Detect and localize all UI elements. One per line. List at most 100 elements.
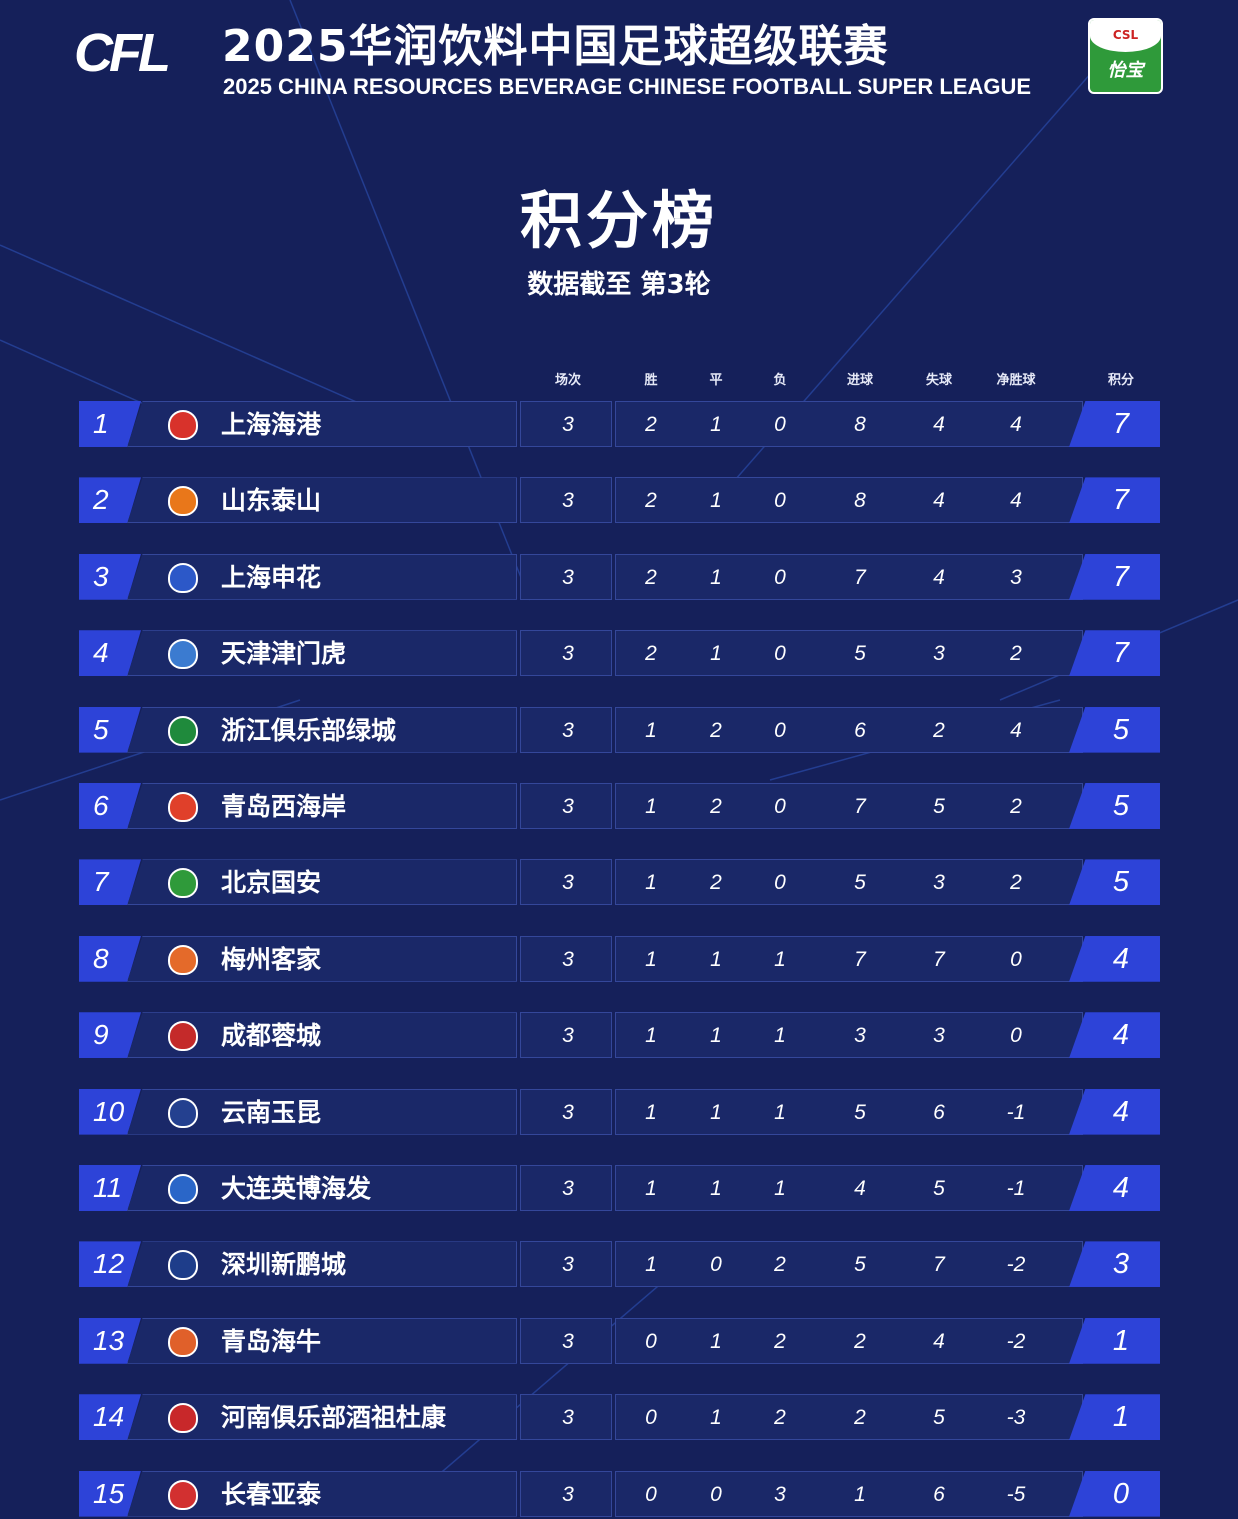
team-name: 深圳新鹏城 <box>221 1250 347 1280</box>
stat-ga: 4 <box>933 1329 945 1353</box>
stat-w: 1 <box>645 1024 657 1048</box>
points: 4 <box>1112 1095 1130 1128</box>
stat-gd: -3 <box>1006 1406 1026 1430</box>
table-row: 10 云南玉昆 3 1 1 1 5 6 -1 4 <box>0 1088 1238 1135</box>
team-name: 大连英博海发 <box>221 1174 372 1203</box>
points-cell <box>1069 706 1160 753</box>
team-crest-icon <box>168 639 198 670</box>
stat-d: 2 <box>710 795 722 818</box>
stats-cell <box>615 553 1083 600</box>
table-row: 8 梅州客家 3 1 1 1 7 7 0 4 <box>0 935 1238 982</box>
column-header: 积分 <box>1107 373 1135 388</box>
stats-cell <box>615 706 1083 753</box>
stat-gd: 2 <box>1010 642 1022 666</box>
stat-w: 1 <box>645 1100 657 1124</box>
stat-gf: 8 <box>854 489 866 513</box>
played-cell <box>520 1317 612 1364</box>
rank: 12 <box>79 1241 141 1288</box>
points-cell <box>1069 1317 1160 1364</box>
data-as-of: 数据截至 第3轮 <box>527 270 711 300</box>
stats-cell <box>615 630 1083 677</box>
played-cell <box>520 477 612 524</box>
stat-w: 1 <box>645 1253 657 1277</box>
stat-ga: 5 <box>933 795 945 818</box>
stat-gf: 3 <box>854 1024 866 1048</box>
stat-gd: 2 <box>1010 871 1022 895</box>
stat-gf: 5 <box>854 871 866 895</box>
stat-l: 0 <box>774 413 786 436</box>
stat-d: 0 <box>710 1253 722 1277</box>
stat-gf: 5 <box>854 1253 866 1277</box>
team-cell: 河南俱乐部酒祖杜康 <box>127 1394 517 1441</box>
stats-cell <box>615 783 1083 829</box>
league-title-en: 2025 CHINA RESOURCES BEVERAGE CHINESE FO… <box>223 74 1032 99</box>
team-name: 浙江俱乐部绿城 <box>221 715 397 745</box>
stat-l: 1 <box>774 947 786 971</box>
stat-ga: 3 <box>933 1024 945 1048</box>
stats-cell <box>615 1012 1083 1059</box>
points: 5 <box>1112 713 1130 746</box>
stat-w: 0 <box>645 1482 657 1506</box>
stat-gd: 4 <box>1010 413 1022 436</box>
played-cell <box>520 935 612 982</box>
stat-ga: 3 <box>933 871 945 895</box>
stat-d: 2 <box>710 718 722 742</box>
stat-p: 3 <box>562 1482 574 1506</box>
team-cell: 上海海港 <box>127 401 517 447</box>
stat-gd: 0 <box>1010 1024 1022 1048</box>
points-cell <box>1069 630 1160 677</box>
csl-sponsor-logo: CSL 怡宝 <box>1088 18 1163 94</box>
team-crest-icon <box>168 410 198 440</box>
stat-ga: 7 <box>933 1253 945 1277</box>
column-header: 胜 <box>644 373 658 388</box>
points-cell <box>1069 401 1160 447</box>
stat-gf: 7 <box>854 947 866 971</box>
team-cell: 青岛西海岸 <box>127 783 517 829</box>
stat-gd: -5 <box>1006 1482 1026 1506</box>
stat-gf: 5 <box>854 642 866 666</box>
stats-cell <box>615 1165 1083 1211</box>
played-cell <box>520 783 612 829</box>
stat-d: 1 <box>710 642 722 666</box>
stat-w: 1 <box>645 795 657 818</box>
team-cell: 浙江俱乐部绿城 <box>127 706 517 753</box>
stat-d: 1 <box>710 1177 722 1200</box>
played-cell <box>520 1012 612 1059</box>
played-cell <box>520 1241 612 1288</box>
stat-l: 0 <box>774 718 786 742</box>
team-cell: 青岛海牛 <box>127 1317 517 1364</box>
stat-gd: -1 <box>1006 1177 1026 1200</box>
team-name: 上海申花 <box>221 562 322 592</box>
stat-ga: 4 <box>933 565 945 589</box>
stat-d: 1 <box>710 489 722 513</box>
stat-gf: 1 <box>854 1482 866 1506</box>
stat-p: 3 <box>562 947 574 971</box>
stat-gd: 0 <box>1010 947 1022 971</box>
stat-gf: 2 <box>854 1406 866 1430</box>
table-row: 13 青岛海牛 3 0 1 2 2 4 -2 1 <box>0 1317 1238 1364</box>
points: 4 <box>1112 1019 1130 1052</box>
team-cell: 成都蓉城 <box>127 1012 517 1059</box>
played-cell <box>520 859 612 906</box>
team-name: 长春亚泰 <box>221 1479 322 1509</box>
team-crest-icon <box>168 944 198 975</box>
stat-l: 0 <box>774 565 786 589</box>
stat-gd: -2 <box>1006 1253 1026 1277</box>
points-cell <box>1069 1012 1160 1059</box>
stat-p: 3 <box>562 642 574 666</box>
stat-ga: 3 <box>933 642 945 666</box>
stat-l: 0 <box>774 489 786 513</box>
stat-w: 1 <box>645 871 657 895</box>
stat-d: 1 <box>710 1100 722 1124</box>
points: 4 <box>1112 1172 1130 1204</box>
table-row: 11 大连英博海发 3 1 1 1 4 5 -1 4 <box>0 1165 1238 1211</box>
stats-cell <box>615 1241 1083 1288</box>
stat-d: 1 <box>710 947 722 971</box>
stat-ga: 2 <box>933 718 945 742</box>
stat-gd: 4 <box>1010 489 1022 513</box>
points: 4 <box>1112 942 1130 975</box>
column-header: 失球 <box>925 373 953 388</box>
team-name: 上海海港 <box>221 410 322 439</box>
